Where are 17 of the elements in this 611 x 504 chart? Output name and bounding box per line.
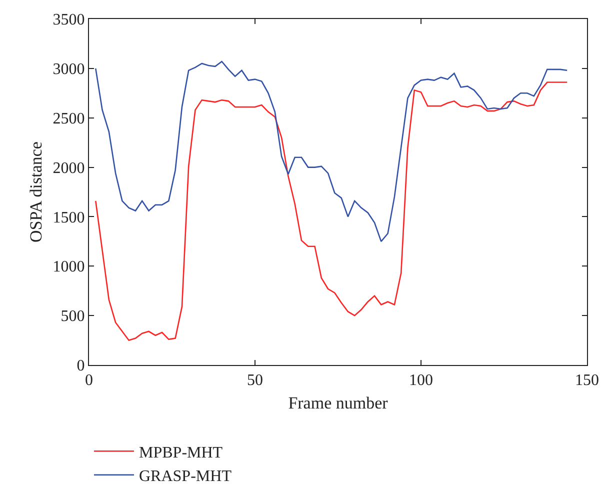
y-tick-label: 3500	[52, 12, 85, 29]
y-tick-label: 0	[76, 358, 85, 375]
x-tick-label: 50	[247, 372, 263, 390]
x-tick-label: 150	[575, 372, 599, 390]
y-tick-label: 3000	[52, 61, 85, 78]
line-series	[94, 60, 568, 242]
legend-label: MPBP-MHT	[139, 444, 223, 462]
y-tick-label: 1500	[52, 209, 85, 226]
legend-label: GRASP-MHT	[139, 468, 232, 486]
x-tick-label: 100	[409, 372, 433, 390]
y-tick-label: 1000	[52, 258, 85, 276]
x-axis-title: Frame number	[288, 394, 388, 413]
y-tick-label: 2500	[52, 110, 85, 128]
y-tick-label: 2000	[52, 160, 85, 177]
line-series	[94, 82, 568, 341]
y-tick-label: 500	[60, 308, 85, 326]
y-axis-title: OSPA distance	[26, 142, 46, 242]
